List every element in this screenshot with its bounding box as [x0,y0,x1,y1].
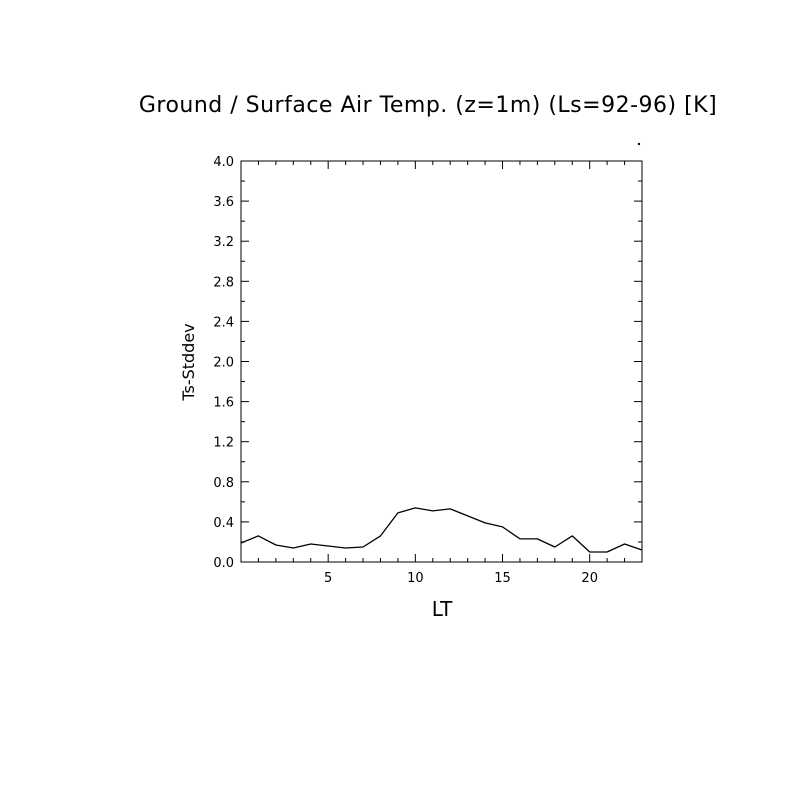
y-tick-label: 0.8 [213,476,234,491]
series-line [240,507,643,553]
x-axis-title: LT [432,597,453,621]
y-axis: 0.0 0.4 0.8 1.2 1.6 2.0 2.4 2.8 3.2 3.6 4.0 [213,155,642,571]
y-tick-label: 1.6 [213,396,234,411]
x-axis: 5 10 15 20 [240,161,643,586]
plot-frame [240,160,643,563]
x-tick-label: 5 [324,571,332,586]
y-axis-title: Ts-Stddev [179,323,198,401]
y-tick-label: 4.0 [213,155,234,170]
x-tick-label: 10 [407,571,424,586]
y-tick-label: 1.2 [213,436,234,451]
y-tick-label: 3.6 [213,195,234,210]
y-tick-label: 3.2 [213,235,234,250]
y-tick-label: 2.8 [213,275,234,290]
x-tick-label: 20 [581,571,598,586]
chart-title: Ground / Surface Air Temp. (z=1m) (Ls=92… [139,93,717,118]
corner-mark [637,142,641,146]
x-tick-label: 15 [494,571,511,586]
series-layer [240,507,643,553]
y-tick-label: 2.4 [213,315,234,330]
y-tick-label: 0.4 [213,516,234,531]
y-tick-label: 2.0 [213,356,234,371]
y-tick-label: 0.0 [213,556,234,571]
